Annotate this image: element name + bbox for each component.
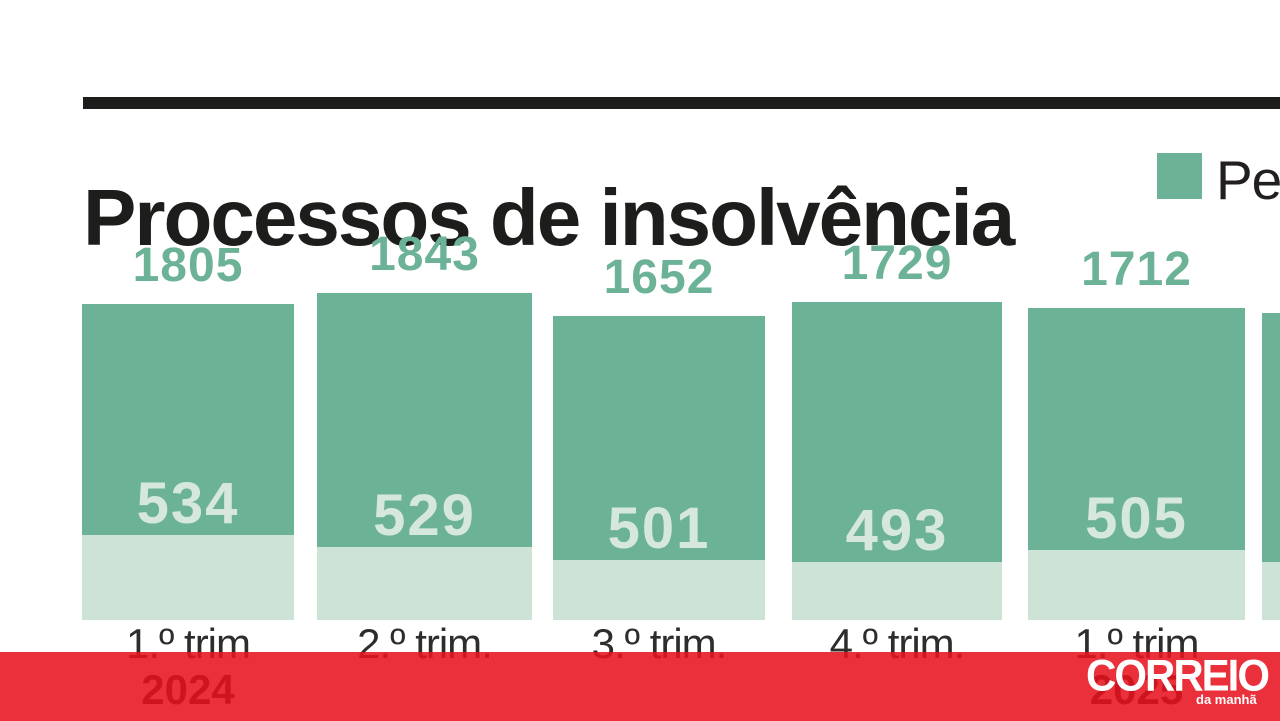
bar-group-partial	[1262, 0, 1280, 721]
chart-legend: Pes	[1157, 148, 1280, 208]
bar-segment-light	[1028, 550, 1245, 620]
bar-segment-dark	[1028, 308, 1245, 550]
bar-inner-value-label: 529	[373, 483, 476, 548]
legend-swatch-green	[1157, 153, 1202, 199]
bar-group-q4-2024: 1729 493 4.º trim.	[792, 0, 1002, 721]
bar-inner-value-label: 493	[845, 498, 949, 563]
bar-segment-light	[1262, 562, 1280, 620]
bar-inner-value-label: 505	[1085, 486, 1188, 551]
page-title: Processos de insolvência	[83, 172, 1015, 262]
bar-group-q2-2024: 1843 529 2.º trim.	[317, 0, 532, 721]
bar-value-label: 1652	[603, 251, 715, 304]
bar-inner-value-label: 534	[136, 471, 240, 536]
bar-value-label: 1805	[132, 239, 244, 292]
top-divider-rule	[83, 97, 1280, 109]
bar-segment-dark	[1262, 313, 1280, 562]
bar-segment-light	[317, 547, 532, 620]
bar-segment-dark	[82, 304, 294, 535]
bar-segment-light	[82, 535, 294, 620]
bar-segment-dark	[792, 302, 1002, 562]
bar-value-label: 1843	[369, 228, 480, 281]
bar-segment-light	[792, 562, 1002, 620]
bar-segment-dark	[317, 293, 532, 547]
correio-logo: CORREIO	[1086, 650, 1270, 701]
bar-inner-value-label: 501	[607, 496, 711, 561]
bar-value-label: 1729	[841, 237, 953, 290]
branding-band: CORREIO da manhã	[0, 652, 1280, 721]
legend-label: Pes	[1216, 149, 1280, 211]
bar-segment-light	[553, 560, 765, 620]
bar-group-q1-2025: 1712 505 1.º trim 2025	[1028, 0, 1245, 721]
bar-group-q1-2024: 1805 534 1.º trim 2024	[82, 0, 294, 721]
bar-group-q3-2024: 1652 501 3.º trim.	[553, 0, 765, 721]
correio-logo-subtitle: da manhã	[1196, 692, 1257, 707]
bar-value-label: 1712	[1081, 243, 1192, 296]
bar-segment-dark	[553, 316, 765, 560]
